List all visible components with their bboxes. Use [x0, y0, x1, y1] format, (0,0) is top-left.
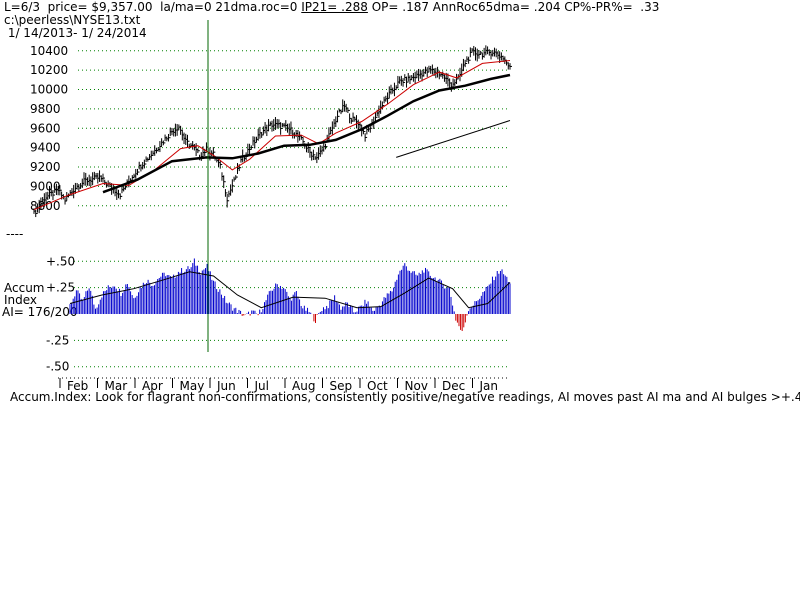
- ai-tick-label: -.25: [46, 333, 69, 347]
- ai-ma-line: [69, 271, 511, 309]
- header-line-1: L=6/3 price= $9,357.00 la/ma=0 21dma.roc…: [4, 0, 659, 14]
- price-tick-label: 9400: [30, 141, 61, 155]
- price-tick-label: 10200: [30, 63, 68, 77]
- price-tick-label: 9200: [30, 160, 61, 174]
- price-tick-label: 9800: [30, 102, 61, 116]
- price-tick-label: 9600: [30, 121, 61, 135]
- ai-label: Index: [4, 293, 37, 307]
- month-label: Aug: [292, 379, 315, 393]
- header-suffix: OP= .187 AnnRoc65dma= .204 CP%-PR%= .33: [367, 0, 660, 14]
- ai-tick-label: -.50: [46, 360, 69, 374]
- month-label: Feb: [67, 379, 88, 393]
- price-ma-thick: [102, 73, 511, 194]
- month-label: Sep: [330, 379, 353, 393]
- price-trendline: [396, 120, 511, 158]
- ai-tick-label: +.50: [46, 254, 75, 268]
- ai-label: Accum: [4, 281, 45, 295]
- price-tick-label: 9000: [30, 179, 61, 193]
- ai-tick-label: +.25: [46, 281, 75, 295]
- price-tick-label: 10400: [30, 44, 68, 58]
- month-label: Jun: [216, 379, 236, 393]
- month-axis: Feb Mar Apr May Jun Jul Aug Sep Oct Nov Dec Jan: [58, 377, 510, 393]
- month-label: Apr: [142, 379, 163, 393]
- ai-label: AI= 176/200: [2, 305, 77, 319]
- month-label: May: [180, 379, 205, 393]
- header-date-range: 1/ 14/2013- 1/ 24/2014: [4, 26, 147, 40]
- price-extra-label: ----: [6, 227, 23, 241]
- footer-note: Accum.Index: Look for flagrant non-confi…: [10, 390, 800, 404]
- month-label: Dec: [442, 379, 465, 393]
- price-ma-thin: [33, 60, 511, 211]
- price-tick-label: 10000: [30, 83, 68, 97]
- month-label: Jul: [254, 379, 269, 393]
- header-prefix: L=6/3 price= $9,357.00 la/ma=0 21dma.roc…: [4, 0, 302, 14]
- month-label: Mar: [105, 379, 128, 393]
- header-ip21: IP21= .288: [301, 0, 368, 14]
- month-label: Nov: [405, 379, 428, 393]
- month-label: Oct: [367, 379, 388, 393]
- month-label: Jan: [479, 379, 499, 393]
- header-file: c:\peerless\NYSE13.txt: [4, 13, 141, 27]
- price-panel: 880090009200940096009800100001020010400-…: [6, 44, 512, 241]
